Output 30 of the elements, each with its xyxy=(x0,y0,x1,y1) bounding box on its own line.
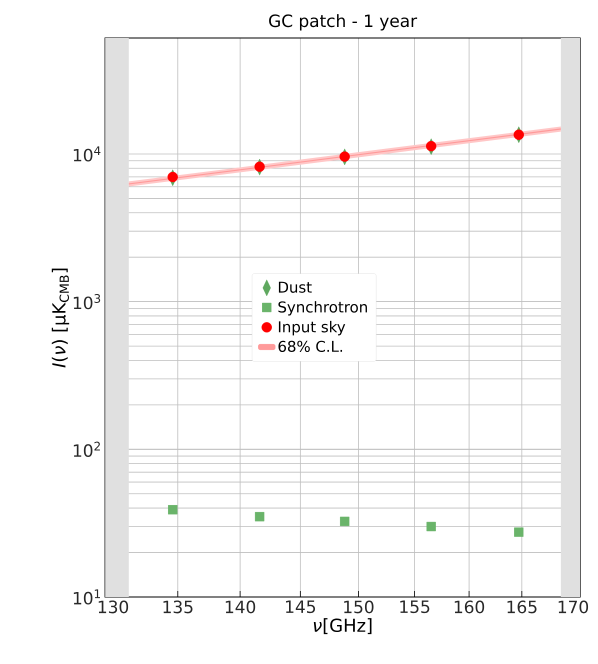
x-tick-label: 165 xyxy=(508,600,537,614)
x-tick-label: 145 xyxy=(286,600,316,614)
point xyxy=(514,130,524,140)
legend-label: Input sky xyxy=(278,320,346,336)
point xyxy=(254,512,264,522)
point xyxy=(514,527,524,537)
x-tick-label: 170 xyxy=(558,600,588,614)
x-tick-label: 150 xyxy=(344,600,374,614)
x-tick-label: 135 xyxy=(163,600,192,614)
point xyxy=(426,140,436,152)
point xyxy=(340,516,350,526)
y-tick-label: 10$^{4}$ xyxy=(74,146,100,162)
x-tick-label: 160 xyxy=(454,600,484,614)
x-axis-title: ν[GHz] xyxy=(314,618,372,634)
legend-label: Dust xyxy=(278,282,312,293)
legend-label: 68% C.L. xyxy=(278,340,342,352)
point xyxy=(168,172,178,182)
x-tick-label: 155 xyxy=(400,600,430,614)
legend-label: Synchrotron xyxy=(278,301,367,316)
chart-title: GC patch - 1 year xyxy=(269,14,418,30)
y-axis-title: I(ν) [μK$_{CMB}$] xyxy=(52,268,70,368)
point xyxy=(168,505,178,514)
point xyxy=(339,151,350,162)
x-tick-label: 140 xyxy=(226,600,256,614)
point xyxy=(254,162,265,172)
x-tick-label: 130 xyxy=(98,600,128,614)
y-tick-label: 10$^{3}$ xyxy=(74,294,100,310)
y-tick-label: 10$^{2}$ xyxy=(74,442,100,457)
y-tick-label: 10$^{1}$ xyxy=(74,589,100,605)
point xyxy=(426,522,436,532)
